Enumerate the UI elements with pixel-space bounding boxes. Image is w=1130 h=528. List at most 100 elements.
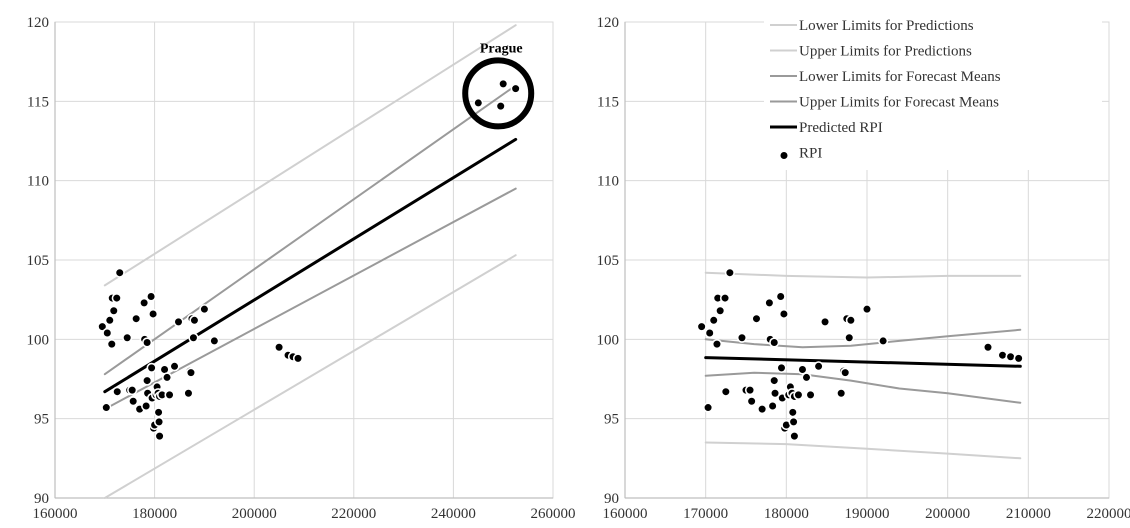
data-point xyxy=(153,407,164,418)
data-point xyxy=(702,402,714,413)
data-point xyxy=(696,321,707,332)
data-point xyxy=(715,305,726,316)
data-point xyxy=(199,304,210,315)
y-tick-label: 100 xyxy=(27,332,50,348)
data-point xyxy=(111,292,122,304)
chart-left: 90 95 100 105 110 115 120 160000 180000 200000 220… xyxy=(27,15,576,522)
data-point xyxy=(769,337,780,348)
legend-label: RPI xyxy=(799,146,822,162)
x-tick-label: 200000 xyxy=(232,506,277,522)
data-point xyxy=(106,338,117,350)
data-point xyxy=(188,332,199,343)
data-point xyxy=(757,404,768,415)
data-point xyxy=(142,375,153,386)
series-line-predicted xyxy=(103,137,518,394)
data-point xyxy=(767,400,778,412)
data-point xyxy=(164,389,175,400)
data-point xyxy=(724,267,735,278)
data-point xyxy=(148,308,159,320)
x-tick-label: 170000 xyxy=(683,506,728,522)
data-point xyxy=(498,78,509,89)
data-point xyxy=(473,97,484,109)
data-point xyxy=(789,431,800,442)
data-point xyxy=(769,388,781,399)
legend-marker-rpi xyxy=(778,150,790,161)
data-point xyxy=(104,315,115,326)
data-point xyxy=(746,396,757,407)
data-point xyxy=(128,396,139,407)
data-point xyxy=(183,388,194,399)
annotation-label: Prague xyxy=(480,41,523,56)
x-tick-label: 260000 xyxy=(531,506,576,522)
series-line-lower-pred xyxy=(103,254,517,499)
data-point xyxy=(154,431,165,442)
y-tick-label: 110 xyxy=(597,174,619,190)
legend-label: Lower Limits for Predictions xyxy=(799,18,974,34)
data-point xyxy=(982,342,994,353)
data-point xyxy=(776,362,787,373)
data-point xyxy=(878,335,889,347)
data-point xyxy=(173,316,184,327)
data-point xyxy=(274,342,285,353)
chart-right: 90 95 100 105 110 115 120 160000 170000 180000 190… xyxy=(597,13,1130,522)
legend-label: Upper Limits for Forecast Means xyxy=(799,95,999,111)
data-point xyxy=(142,337,153,348)
data-point xyxy=(844,332,855,343)
y-tick-label: 120 xyxy=(597,15,620,31)
data-point xyxy=(840,367,851,378)
data-point xyxy=(744,385,756,396)
series-line-lower-mean xyxy=(704,371,1022,404)
data-point xyxy=(114,267,125,278)
data-point xyxy=(813,361,824,372)
legend-label: Predicted RPI xyxy=(799,120,883,136)
data-point xyxy=(708,315,719,326)
data-point xyxy=(997,350,1008,361)
data-point xyxy=(122,332,133,343)
data-point xyxy=(788,416,799,427)
data-point xyxy=(169,361,180,372)
x-tick-label: 240000 xyxy=(431,506,476,522)
highlight-circle xyxy=(462,57,535,130)
series-line-upper-mean xyxy=(704,328,1022,349)
data-point xyxy=(793,389,804,400)
data-point xyxy=(1013,353,1024,364)
y-tick-label: 115 xyxy=(597,94,619,110)
x-tick-label: 210000 xyxy=(1006,506,1051,522)
data-point xyxy=(102,327,113,339)
legend-label: Lower Limits for Forecast Means xyxy=(799,69,1001,85)
y-tick-label: 95 xyxy=(34,412,49,428)
data-point xyxy=(495,100,506,112)
y-tick-label: 90 xyxy=(604,491,619,507)
y-tick-label: 110 xyxy=(27,174,49,190)
series-line-lower-pred xyxy=(704,441,1022,460)
x-tick-label: 200000 xyxy=(925,506,970,522)
legend-label: Upper Limits for Predictions xyxy=(799,44,972,60)
data-point xyxy=(101,402,112,413)
data-point xyxy=(510,83,521,94)
data-point xyxy=(769,375,780,386)
data-point xyxy=(801,372,812,383)
series-line-predicted xyxy=(704,356,1022,368)
data-point xyxy=(805,389,816,400)
data-point xyxy=(775,291,786,302)
data-point xyxy=(112,386,123,397)
y-tick-label: 115 xyxy=(27,94,49,110)
data-point xyxy=(153,416,165,427)
series-line-lower-mean xyxy=(103,187,517,411)
legend-background xyxy=(764,13,1102,170)
data-point xyxy=(1005,351,1016,362)
data-point xyxy=(189,315,200,326)
data-point xyxy=(146,362,157,373)
y-tick-label: 105 xyxy=(27,253,50,269)
data-point xyxy=(751,313,762,324)
data-point xyxy=(845,315,856,326)
x-tick-label: 190000 xyxy=(845,506,890,522)
data-point xyxy=(778,308,790,320)
y-tick-label: 90 xyxy=(34,491,49,507)
data-point xyxy=(146,291,157,302)
x-tick-label: 220000 xyxy=(1087,506,1130,522)
data-point xyxy=(209,335,220,347)
data-point xyxy=(127,385,138,396)
data-point xyxy=(797,364,808,375)
